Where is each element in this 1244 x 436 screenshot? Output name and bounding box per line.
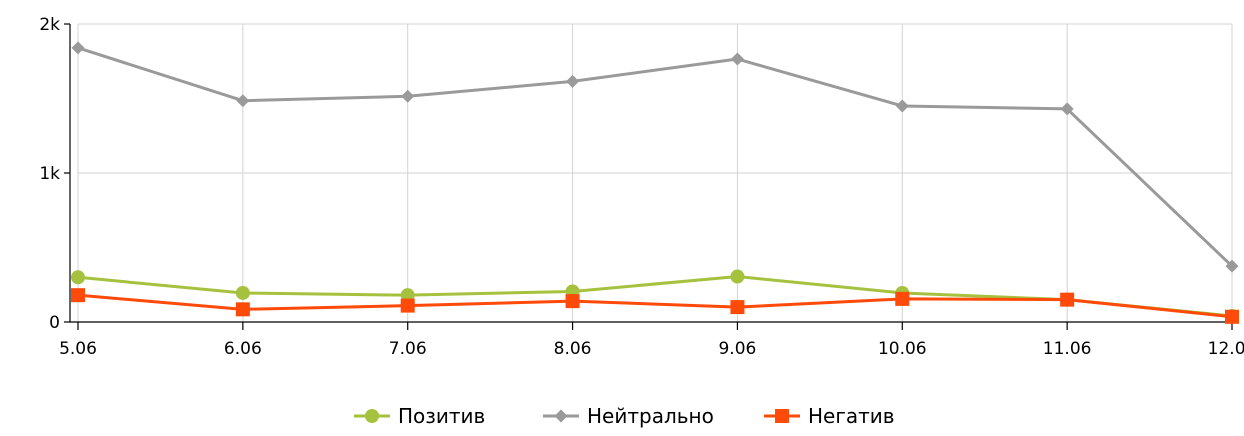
legend-label: Позитив xyxy=(398,404,485,428)
data-point xyxy=(730,269,745,284)
series-layer xyxy=(71,41,1239,324)
data-point xyxy=(401,89,415,103)
data-point xyxy=(71,270,85,285)
data-point xyxy=(71,288,85,303)
data-point xyxy=(730,300,745,315)
data-point xyxy=(1060,292,1075,307)
series-1 xyxy=(71,41,1239,273)
y-tick-label: 2k xyxy=(39,15,60,35)
x-tick-label: 9.06 xyxy=(718,339,756,359)
legend-item-1: Нейтрально xyxy=(543,404,714,428)
data-point xyxy=(730,52,744,66)
series-2 xyxy=(71,288,1239,324)
x-tick-label: 6.06 xyxy=(224,339,262,359)
x-tick-label: 10.06 xyxy=(878,339,927,359)
x-tick-label: 7.06 xyxy=(389,339,427,359)
series-line xyxy=(77,46,1234,268)
legend-marker xyxy=(365,409,379,423)
x-tick-label: 5.06 xyxy=(59,339,97,359)
data-point xyxy=(565,294,580,309)
y-tick-label: 0 xyxy=(49,313,60,333)
data-point xyxy=(566,74,580,88)
legend-marker xyxy=(554,409,568,423)
x-tick-label: 8.06 xyxy=(554,339,592,359)
series-line xyxy=(77,293,1233,319)
y-tick-label: 1k xyxy=(39,164,60,184)
legend-marker xyxy=(775,409,789,423)
data-point xyxy=(895,291,910,306)
data-point xyxy=(71,41,85,55)
data-point xyxy=(235,285,250,300)
axis-layer: 0 1k 2k 5.06 6.06 7.06 8.06 9.06 10.06 11.06 12.06 xyxy=(39,15,1244,359)
data-point xyxy=(235,302,250,317)
legend-item-2: Негатив xyxy=(764,404,895,428)
data-point xyxy=(236,94,250,108)
data-point xyxy=(400,298,415,313)
legend-label: Негатив xyxy=(808,404,895,428)
legend-item-0: Позитив xyxy=(354,404,485,428)
data-point xyxy=(1225,259,1239,273)
data-point xyxy=(895,99,909,113)
x-tick-label: 11.06 xyxy=(1043,339,1092,359)
legend-label: Нейтрально xyxy=(587,404,714,428)
data-point xyxy=(1060,102,1074,116)
data-point xyxy=(1225,309,1239,324)
x-tick-label: 12.06 xyxy=(1208,339,1244,359)
legend: Позитив Нейтрально Негатив xyxy=(354,404,895,428)
